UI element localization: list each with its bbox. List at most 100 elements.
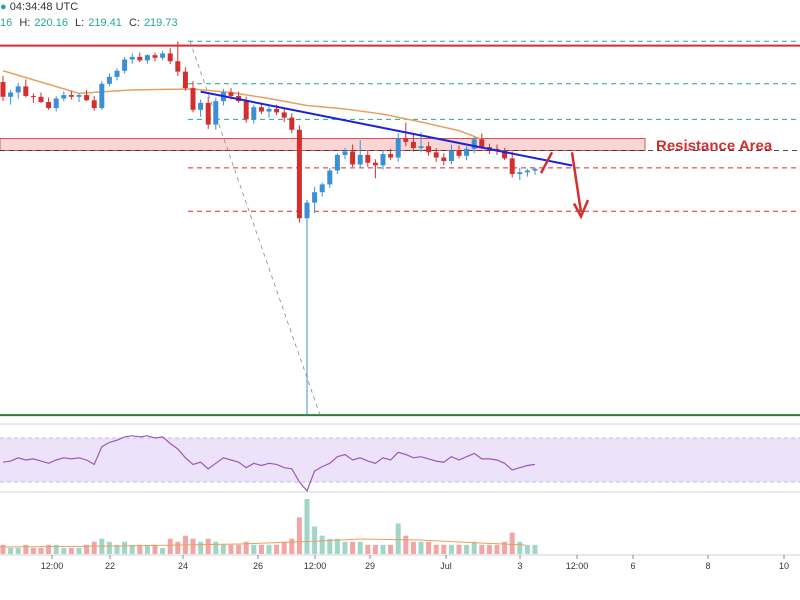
candle-body [15, 86, 21, 93]
candle-body [418, 146, 424, 148]
candle-body [380, 154, 386, 166]
candle-body [30, 95, 36, 97]
x-tick-label: 8 [705, 561, 710, 571]
x-tick-label: 10 [779, 561, 789, 571]
volume-bar [365, 544, 371, 554]
volume-bar [486, 544, 492, 554]
volume-bar [524, 544, 530, 554]
candle-body [372, 162, 378, 166]
scenario-arrow-head [572, 199, 590, 220]
candle-body [471, 139, 477, 149]
volume-bar [236, 544, 242, 554]
candle-body [152, 55, 158, 58]
rsi-band [0, 438, 800, 482]
volume-bar [0, 544, 6, 554]
volume-bar [334, 538, 340, 554]
candle-body [304, 202, 310, 219]
ohlc-header: 16 H: 220.16 L: 219.41 C: 219.73 [0, 12, 182, 34]
candle-body [167, 53, 173, 62]
candle-body [296, 129, 302, 219]
volume-bar [448, 544, 454, 554]
volume-bar [220, 544, 226, 554]
volume-bar [357, 541, 363, 554]
volume-bar [152, 544, 158, 554]
volume-bar [30, 547, 36, 554]
resistance-area-label: Resistance Area [656, 137, 773, 154]
candle-body [456, 150, 462, 156]
candle-body [61, 95, 67, 99]
header-low-label: L: [75, 17, 85, 29]
candle-body [433, 152, 439, 158]
volume-bar [289, 538, 295, 554]
candle-body [114, 70, 120, 77]
volume-bar [84, 544, 90, 554]
volume-bar [53, 544, 59, 554]
volume-bar [167, 538, 173, 554]
candle-body [509, 158, 515, 174]
volume-bar [137, 544, 143, 554]
candle-body [91, 100, 97, 109]
candle-body [198, 102, 204, 110]
candle-body [289, 117, 295, 130]
fib-diagonal-line [189, 41, 321, 416]
candle-body [258, 107, 264, 112]
candle-body [23, 86, 29, 96]
candle-body [144, 55, 150, 61]
candle-body [0, 82, 6, 97]
header-close-value: 219.73 [143, 17, 178, 29]
volume-bar [228, 544, 234, 554]
candle-body [190, 88, 196, 110]
header-time-text: 04:34:48 UTC [9, 1, 79, 13]
candle-body [129, 56, 135, 60]
volume-bar [395, 523, 401, 554]
volume-bar [258, 544, 264, 554]
volume-bar [243, 541, 249, 554]
candle-body [228, 92, 234, 96]
volume-bar [433, 544, 439, 554]
candle-body [68, 95, 74, 97]
candle-body [99, 83, 105, 109]
candle-body [213, 101, 219, 125]
volume-bar [274, 544, 280, 554]
volume-bar [106, 541, 112, 554]
candle-body [46, 102, 52, 109]
resistance-zone [0, 138, 646, 151]
volume-bar [296, 517, 302, 554]
candle-body [524, 170, 530, 173]
x-tick-label: 22 [105, 561, 115, 571]
candle-body [448, 150, 454, 161]
volume-bar [122, 541, 128, 554]
volume-bar [350, 541, 356, 554]
rsi-line [2, 435, 536, 492]
volume-bar [494, 544, 500, 554]
volume-bar [190, 538, 196, 554]
volume-bar [471, 541, 477, 554]
volume-bar [76, 547, 82, 554]
volume-bar [251, 544, 257, 554]
candle-body [175, 61, 181, 72]
candle-body [38, 96, 44, 103]
candle-body [334, 154, 340, 171]
candle-body [319, 184, 325, 193]
volume-bar [61, 547, 67, 554]
candle-body [122, 59, 128, 71]
candle-body [106, 76, 112, 84]
volume-ma-line [0, 538, 526, 548]
candle-body [274, 108, 280, 113]
candle-body [426, 146, 432, 153]
volume-bar [426, 541, 432, 554]
volume-bar [312, 526, 318, 554]
volume-bar [205, 538, 211, 554]
volume-bar [46, 544, 52, 554]
candle-body [182, 71, 188, 89]
x-tick-label: 12:00 [304, 561, 327, 571]
candle-body [137, 56, 143, 61]
candle-body [205, 102, 211, 125]
volume-bar [441, 544, 447, 554]
candle-body [84, 95, 90, 101]
volume-bar [175, 541, 181, 554]
volume-bar [23, 544, 29, 554]
volume-bar [410, 541, 416, 554]
candle-body [281, 112, 287, 118]
